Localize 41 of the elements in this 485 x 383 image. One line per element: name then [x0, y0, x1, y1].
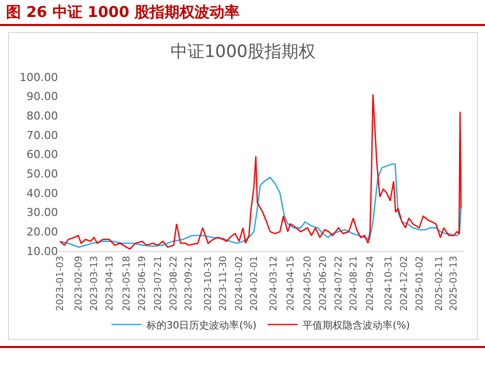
- y-tick-label: 100.00: [20, 70, 58, 84]
- x-tick-label: 2023-03-13: [89, 256, 100, 312]
- x-tick-label: 2025-01-02: [414, 256, 426, 312]
- legend-label: 标的30日历史波动率(%): [146, 319, 257, 332]
- y-tick-label: 10.00: [26, 244, 58, 258]
- x-tick-label: 2023-10-31: [203, 256, 214, 312]
- x-tick-label: 2023-02-09: [73, 256, 84, 312]
- x-tick-label: 2023-06-19: [137, 256, 148, 312]
- line-series: [59, 94, 462, 250]
- y-tick-label: 90.00: [26, 90, 58, 104]
- y-tick-label: 60.00: [26, 148, 58, 162]
- x-tick-label: 2024-05-20: [302, 256, 314, 312]
- x-tick-label: 2024-03-12: [268, 256, 280, 312]
- line-series: [59, 163, 462, 248]
- x-tick-label: 2024-07-22: [334, 256, 345, 312]
- x-tick-label: 2023-01-03: [55, 256, 66, 312]
- x-tick-label: 2023-09-21: [184, 256, 195, 312]
- x-tick-label: 2024-09-24: [365, 256, 376, 312]
- y-tick-label: 40.00: [26, 186, 58, 200]
- legend-label: 平值期权隐含波动率(%): [302, 319, 410, 332]
- chart-subtitle: 中证1000股指期权: [170, 42, 316, 62]
- x-tick-label: 2024-01-02: [234, 256, 246, 312]
- x-tick-label: 2024-12-02: [399, 256, 410, 312]
- x-tick-label: 2024-06-20: [318, 256, 329, 312]
- y-tick-label: 50.00: [26, 168, 58, 181]
- chart-title: 图 26 中证 1000 股指期权波动率: [0, 0, 485, 26]
- x-tick-label: 2023-07-21: [152, 256, 164, 312]
- y-tick-label: 80.00: [26, 110, 58, 123]
- x-tick-label: 2025-03-13: [448, 256, 460, 312]
- x-tick-label: 2025-02-11: [434, 256, 445, 312]
- x-tick-label: 2023-04-13: [104, 256, 116, 312]
- x-tick-label: 2024-10-31: [383, 256, 394, 312]
- x-tick-label: 2023-05-18: [122, 256, 133, 312]
- y-tick-label: 30.00: [26, 206, 58, 220]
- x-tick-label: 2024-02-01: [248, 256, 260, 312]
- x-tick-label: 2024-04-15: [285, 256, 296, 312]
- x-tick-label: 2024-08-21: [348, 256, 360, 312]
- y-tick-label: 20.00: [26, 226, 58, 239]
- x-tick-label: 2023-11-30: [218, 256, 229, 312]
- x-tick-label: 2023-08-22: [168, 256, 180, 312]
- y-tick-label: 70.00: [26, 128, 58, 142]
